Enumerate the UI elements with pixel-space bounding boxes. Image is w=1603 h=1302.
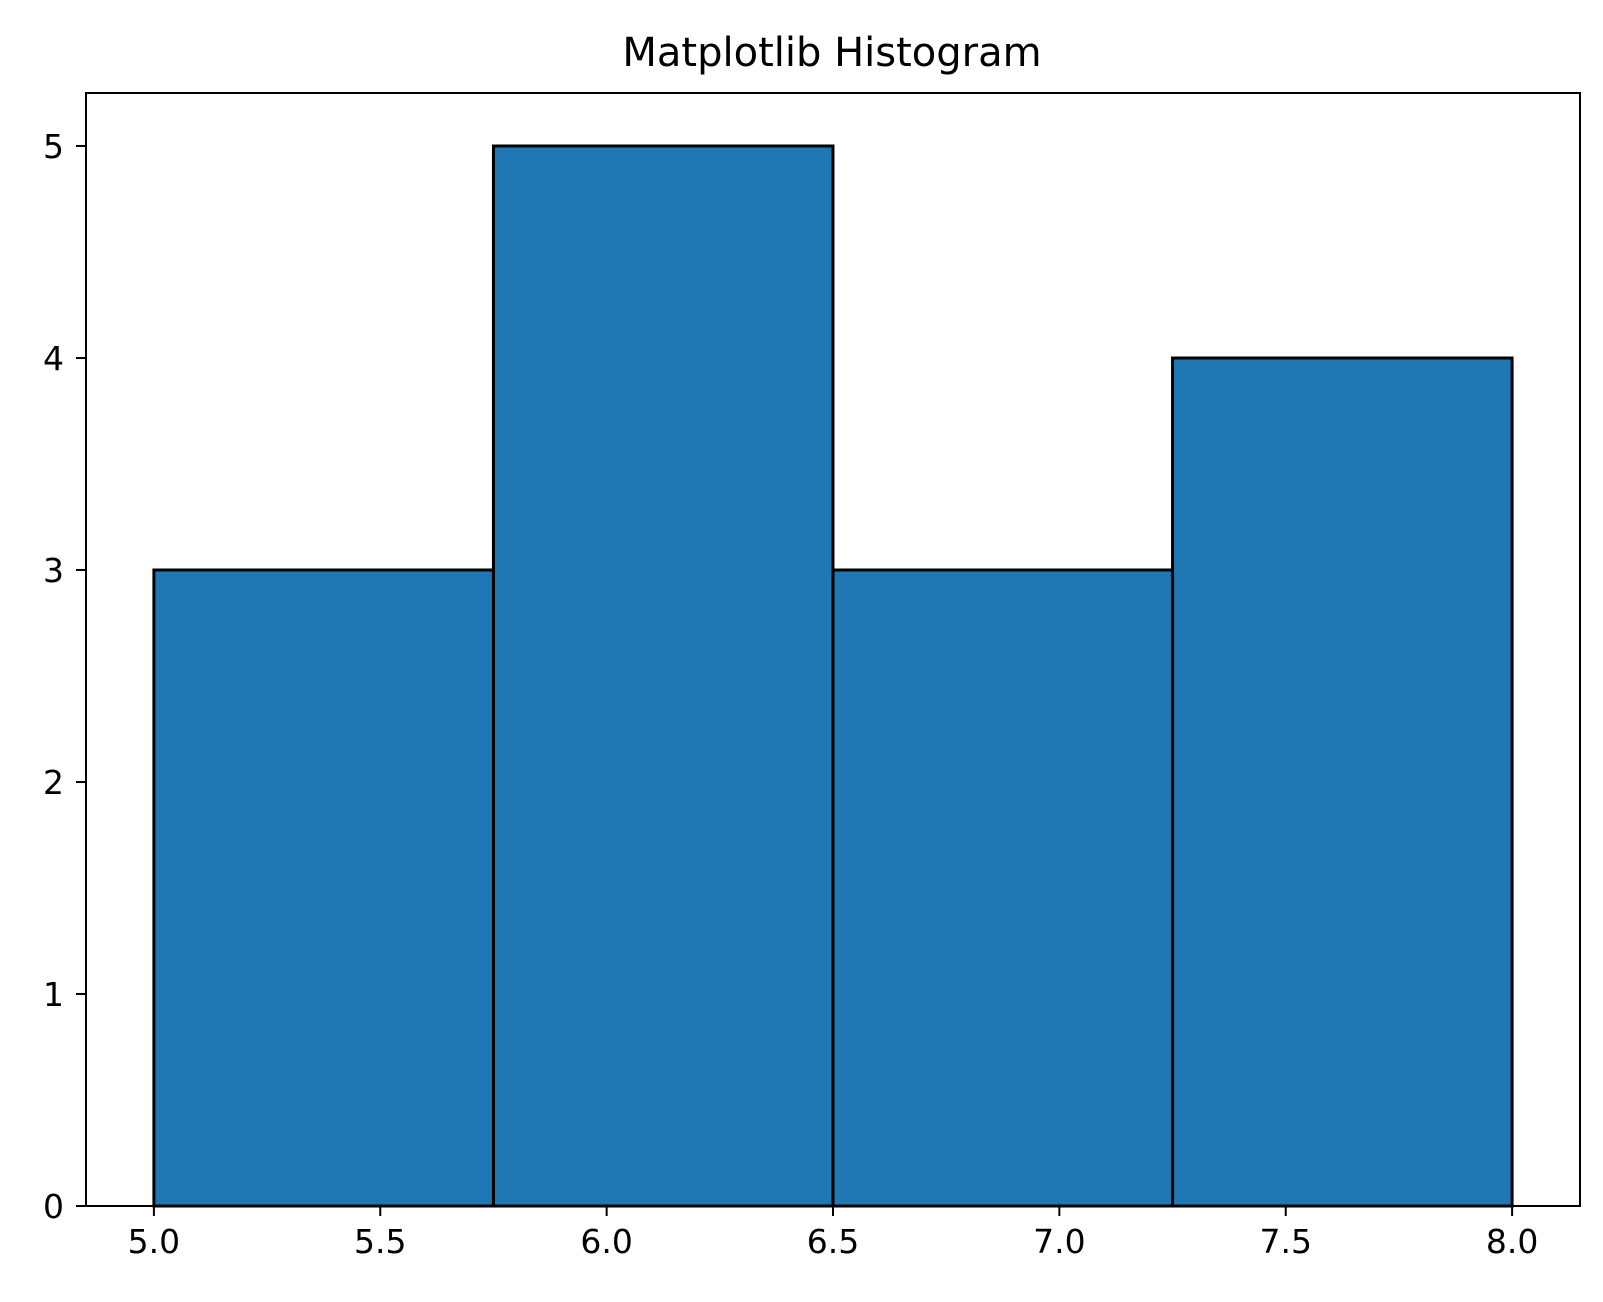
x-tick-label: 6.5 [807,1222,859,1261]
histogram-bar [152,568,495,1208]
histogram-bar [831,568,1175,1208]
bars-group [152,144,1514,1208]
x-tick-label: 5.5 [354,1222,406,1261]
y-tick-label: 5 [43,127,64,166]
x-tick-label: 7.5 [1259,1222,1311,1261]
x-tick-label: 8.0 [1486,1222,1538,1261]
histogram-bar [1171,356,1514,1208]
y-tick-label: 3 [43,551,64,590]
y-tick-label: 1 [43,975,64,1014]
x-tick-label: 7.0 [1033,1222,1085,1261]
y-axis: 0 1 2 3 4 5 [43,127,86,1226]
x-tick-label: 6.0 [580,1222,632,1261]
histogram-bar [491,144,835,1208]
x-tick-label: 5.0 [128,1222,180,1261]
chart-title: Matplotlib Histogram [622,30,1041,76]
y-tick-label: 0 [43,1187,64,1226]
plot-area-frame [85,92,1581,1207]
y-tick-label: 2 [43,763,64,802]
x-axis: 5.0 5.5 6.0 6.5 7.0 7.5 8.0 [128,1206,1538,1261]
y-tick-label: 4 [43,339,64,378]
